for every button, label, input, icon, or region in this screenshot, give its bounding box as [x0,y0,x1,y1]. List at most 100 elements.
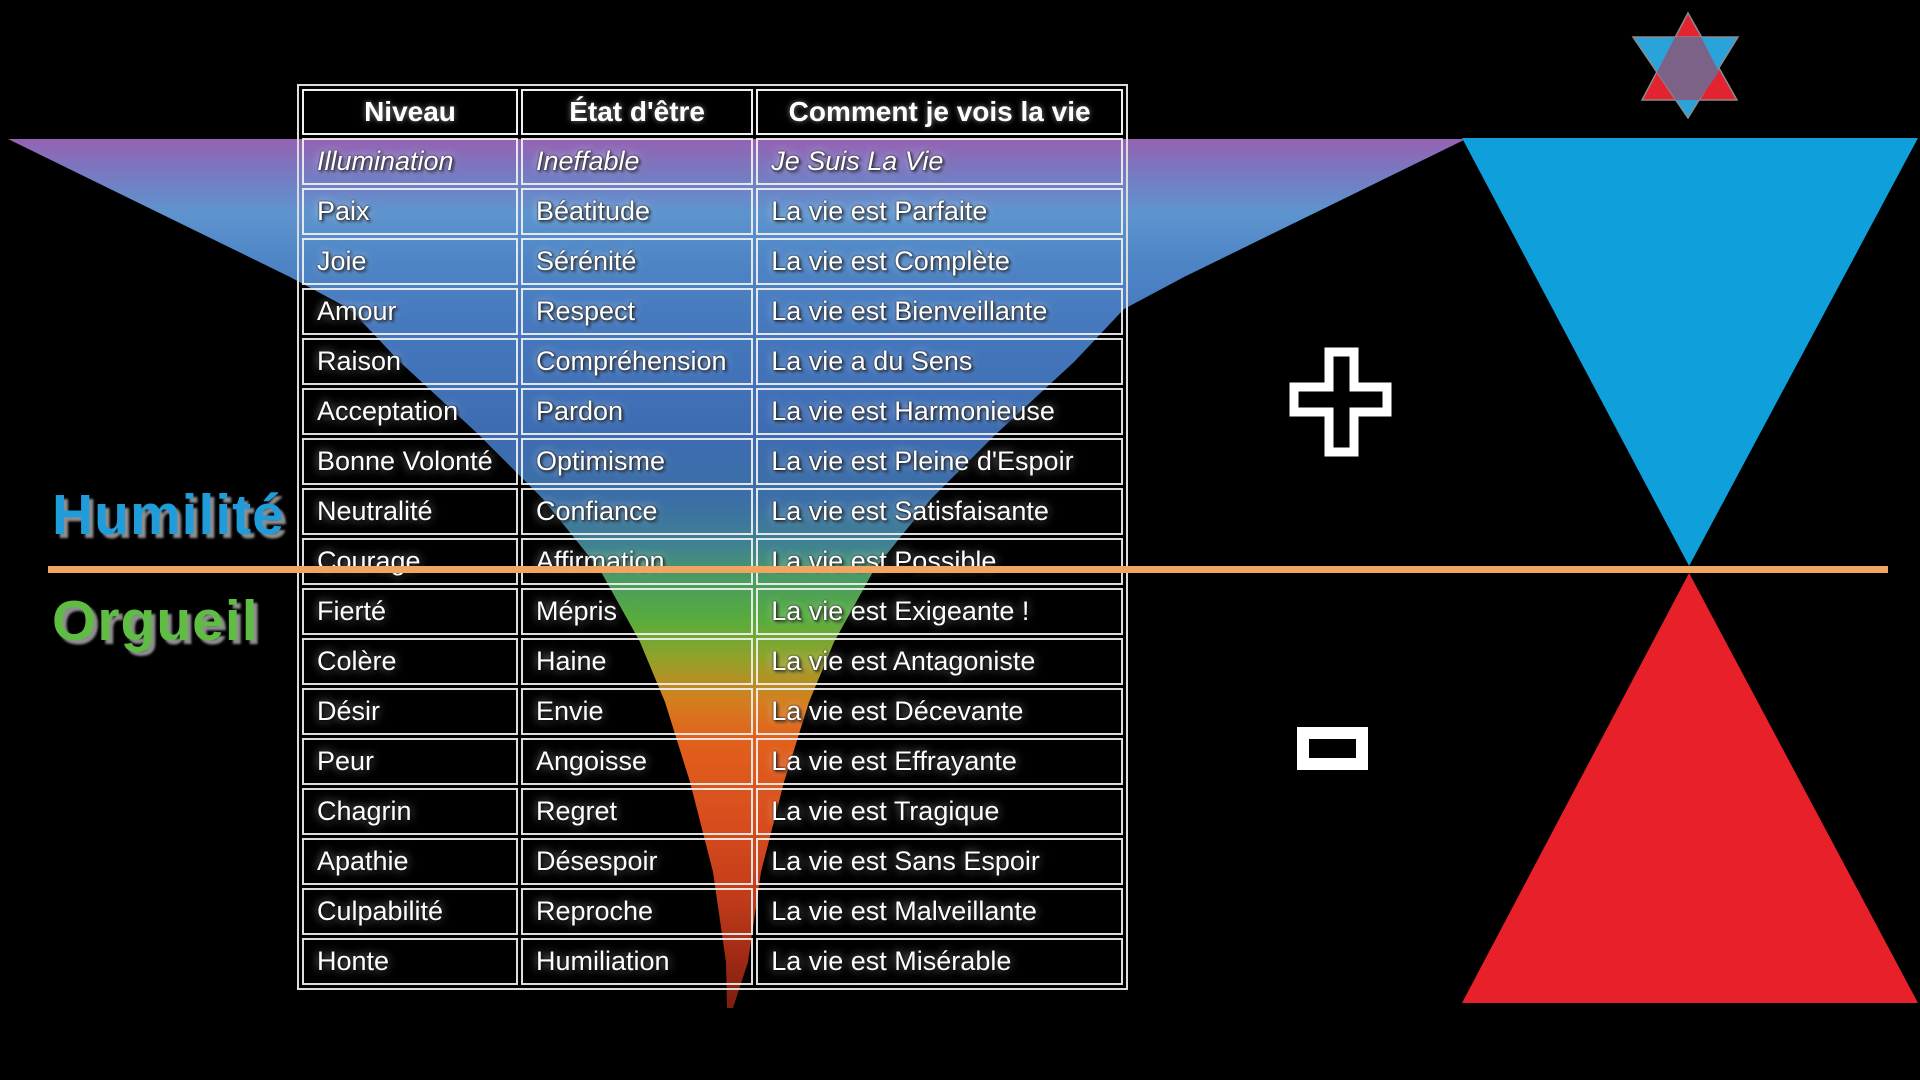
table-row: Amour Respect La vie est Bienveillante [302,288,1123,335]
cell-vie-text: La vie a du Sens [771,346,973,376]
cell-etat: Ineffable [520,138,754,185]
cell-vie: La vie est Possible [756,538,1123,585]
table-row: Colère Haine La vie est Antagoniste [302,638,1123,685]
cell-etat: Compréhension [520,338,754,385]
plus-icon [1289,347,1392,457]
cell-niveau: Chagrin [302,788,518,835]
cell-vie-text: La vie est Bienveillante [771,296,1048,326]
cell-etat-text: Mépris [535,596,617,626]
cell-niveau: Acceptation [302,388,518,435]
cell-vie: La vie est Pleine d'Espoir [756,438,1123,485]
cell-niveau-text: Désir [317,696,381,726]
cell-vie: La vie est Harmonieuse [756,388,1123,435]
table-header-row: Niveau État d'être Comment je vois la vi… [302,89,1123,135]
cell-vie: La vie est Parfaite [756,188,1123,235]
levels-table-frame: Niveau État d'être Comment je vois la vi… [297,84,1128,990]
cell-etat-text: Pardon [535,396,624,426]
cell-vie: La vie est Malveillante [756,888,1123,935]
cell-niveau-text: Chagrin [317,796,412,826]
header-vie: Comment je vois la vie [756,89,1123,135]
cell-etat-text: Compréhension [535,346,727,376]
header-etat: État d'être [520,89,754,135]
cell-niveau-text: Joie [317,246,367,276]
table-body: Illumination Ineffable Je Suis La Vie Paix B… [302,138,1123,985]
cell-niveau: Apathie [302,838,518,885]
cell-vie-text: La vie est Pleine d'Espoir [771,446,1074,476]
cell-vie: La vie a du Sens [756,338,1123,385]
cell-vie-text: La vie est Malveillante [771,896,1037,926]
cell-vie-text: La vie est Complète [771,246,1010,276]
cell-etat-text: Humiliation [535,946,670,976]
cell-niveau: Bonne Volonté [302,438,518,485]
table-row: Peur Angoisse La vie est Effrayante [302,738,1123,785]
cell-etat: Désespoir [520,838,754,885]
cell-etat: Humiliation [520,938,754,985]
orgueil-label: Orgueil [52,589,259,653]
cell-niveau: Colère [302,638,518,685]
cell-niveau-text: Culpabilité [317,896,444,926]
minus-icon [1297,727,1368,770]
cell-niveau-text: Peur [317,746,375,776]
cell-niveau-text: Honte [317,946,390,976]
cell-vie: La vie est Effrayante [756,738,1123,785]
cell-niveau: Paix [302,188,518,235]
cell-niveau-text: Raison [317,346,402,376]
cell-etat-text: Reproche [535,896,654,926]
table-row: Chagrin Regret La vie est Tragique [302,788,1123,835]
table-row: Désir Envie La vie est Décevante [302,688,1123,735]
cell-niveau-text: Bonne Volonté [317,446,493,476]
cell-vie: La vie est Tragique [756,788,1123,835]
table-row: Courage Affirmation La vie est Possible [302,538,1123,585]
cell-niveau: Désir [302,688,518,735]
table-row: Illumination Ineffable Je Suis La Vie [302,138,1123,185]
table-row: Raison Compréhension La vie a du Sens [302,338,1123,385]
cell-niveau: Illumination [302,138,518,185]
cell-etat: Reproche [520,888,754,935]
cell-vie-text: La vie est Exigeante ! [771,596,1030,626]
cell-etat-text: Envie [535,696,604,726]
red-triangle [1462,573,1918,1003]
cell-vie-text: La vie est Antagoniste [771,646,1036,676]
cell-vie-text: La vie est Satisfaisante [771,496,1049,526]
humilite-label: Humilité [52,483,285,547]
cell-vie: La vie est Décevante [756,688,1123,735]
levels-table: Niveau État d'être Comment je vois la vi… [299,86,1126,988]
cell-vie: La vie est Bienveillante [756,288,1123,335]
cell-etat-text: Optimisme [535,446,665,476]
table-row: Culpabilité Reproche La vie est Malveillan… [302,888,1123,935]
cell-niveau-text: Amour [317,296,397,326]
cell-vie: La vie est Exigeante ! [756,588,1123,635]
cell-etat-text: Angoisse [535,746,648,776]
table-row: Fierté Mépris La vie est Exigeante ! [302,588,1123,635]
cell-etat-text: Sérénité [535,246,637,276]
cell-etat: Envie [520,688,754,735]
cell-etat: Angoisse [520,738,754,785]
cell-vie-text: La vie est Sans Espoir [771,846,1040,876]
cell-vie-text: La vie est Misérable [771,946,1012,976]
cell-vie: La vie est Satisfaisante [756,488,1123,535]
cell-niveau: Culpabilité [302,888,518,935]
table-row: Joie Sérénité La vie est Complète [302,238,1123,285]
cell-etat: Optimisme [520,438,754,485]
table-row: Bonne Volonté Optimisme La vie est Pleine … [302,438,1123,485]
cell-niveau-text: Paix [317,196,370,226]
table-row: Honte Humiliation La vie est Misérable [302,938,1123,985]
cell-vie-text: La vie est Effrayante [771,746,1017,776]
cell-vie: La vie est Complète [756,238,1123,285]
blue-inverted-triangle [1462,138,1918,566]
cell-vie: La vie est Misérable [756,938,1123,985]
cell-etat: Haine [520,638,754,685]
cell-vie: Je Suis La Vie [756,138,1123,185]
cell-niveau: Amour [302,288,518,335]
cell-vie: La vie est Sans Espoir [756,838,1123,885]
cell-vie-text: La vie est Parfaite [771,196,988,226]
cell-etat: Affirmation [520,538,754,585]
cell-niveau: Neutralité [302,488,518,535]
cell-niveau-text: Apathie [317,846,409,876]
cell-etat-text: Respect [535,296,636,326]
cell-etat: Confiance [520,488,754,535]
cell-etat: Mépris [520,588,754,635]
cell-niveau: Joie [302,238,518,285]
cell-etat-text: Haine [535,646,607,676]
